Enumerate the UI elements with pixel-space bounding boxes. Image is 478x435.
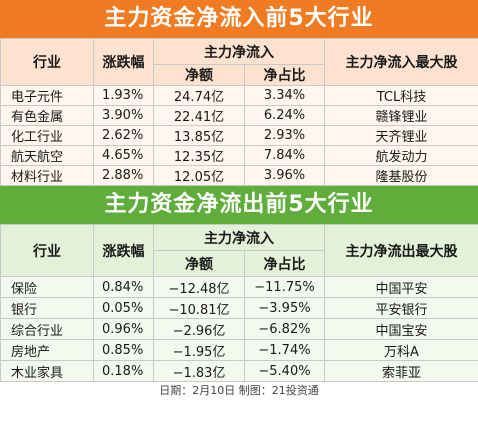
ratio-cell: −11.75% [244,276,325,298]
change-cell: 1.93% [93,85,154,106]
change-cell: 3.90% [93,105,154,126]
stock-cell: 隆基股份 [324,165,478,186]
ratio-cell: 3.96% [244,165,325,186]
amount-cell: −2.96亿 [153,318,245,340]
change-cell: 0.84% [93,276,154,298]
table-row: 综合行业 0.96% −2.96亿 −6.82% 中国宝安 [0,318,478,340]
amount-cell: 22.41亿 [153,105,245,126]
industry-cell: 房地产 [0,339,94,361]
stock-cell: TCL科技 [324,85,478,106]
header-top-stock: 主力净流出最大股 [324,224,478,277]
header-change: 涨跌幅 [93,224,154,277]
stock-cell: 天齐锂业 [324,125,478,146]
outflow-title: 主力资金净流出前5大行业 [0,186,478,224]
header-industry: 行业 [0,224,94,277]
header-net-ratio: 净占比 [244,250,325,277]
header-net-amount: 净额 [153,64,245,86]
change-cell: 0.18% [93,360,154,382]
table-row: 材料行业 2.88% 12.05亿 3.96% 隆基股份 [0,165,478,186]
amount-cell: −10.81亿 [153,297,245,319]
industry-cell: 电子元件 [0,85,94,106]
industry-cell: 银行 [0,297,94,319]
table-row: 保险 0.84% −12.48亿 −11.75% 中国平安 [0,276,478,298]
change-cell: 2.88% [93,165,154,186]
table-row: 银行 0.05% −10.81亿 −3.95% 平安银行 [0,297,478,319]
change-cell: 0.85% [93,339,154,361]
change-cell: 0.96% [93,318,154,340]
amount-cell: −12.48亿 [153,276,245,298]
header-net-ratio: 净占比 [244,64,325,86]
amount-cell: 24.74亿 [153,85,245,106]
table-row: 航天航空 4.65% 12.35亿 7.84% 航发动力 [0,145,478,166]
stock-cell: 中国平安 [324,276,478,298]
amount-cell: −1.83亿 [153,360,245,382]
ratio-cell: −6.82% [244,318,325,340]
table-row: 木业家具 0.18% −1.83亿 −5.40% 索菲亚 [0,360,478,382]
amount-cell: −1.95亿 [153,339,245,361]
table-row: 房地产 0.85% −1.95亿 −1.74% 万科A [0,339,478,361]
stock-cell: 航发动力 [324,145,478,166]
ratio-cell: 2.93% [244,125,325,146]
industry-cell: 航天航空 [0,145,94,166]
amount-cell: 13.85亿 [153,125,245,146]
inflow-title: 主力资金净流入前5大行业 [0,0,478,38]
change-cell: 0.05% [93,297,154,319]
inflow-table: 行业 涨跌幅 主力净流入 主力净流入最大股 净额 净占比 电子元件 1.93% … [0,38,478,186]
table-row: 化工行业 2.62% 13.85亿 2.93% 天齐锂业 [0,125,478,146]
header-change: 涨跌幅 [93,38,154,86]
stock-cell: 索菲亚 [324,360,478,382]
outflow-table: 行业 涨跌幅 主力净流入 主力净流出最大股 净额 净占比 保险 0.84% −1… [0,224,478,382]
change-cell: 4.65% [93,145,154,166]
ratio-cell: −5.40% [244,360,325,382]
table-row: 有色金属 3.90% 22.41亿 6.24% 赣锋锂业 [0,105,478,126]
industry-cell: 综合行业 [0,318,94,340]
industry-cell: 有色金属 [0,105,94,126]
ratio-cell: 3.34% [244,85,325,106]
ratio-cell: −1.74% [244,339,325,361]
stock-cell: 中国宝安 [324,318,478,340]
stock-cell: 平安银行 [324,297,478,319]
industry-cell: 木业家具 [0,360,94,382]
ratio-cell: 6.24% [244,105,325,126]
table-row: 电子元件 1.93% 24.74亿 3.34% TCL科技 [0,85,478,106]
ratio-cell: 7.84% [244,145,325,166]
header-industry: 行业 [0,38,94,86]
industry-cell: 保险 [0,276,94,298]
amount-cell: 12.05亿 [153,165,245,186]
footer-credit: 日期：2月10日 制图：21投资通 [0,382,478,400]
stock-cell: 万科A [324,339,478,361]
amount-cell: 12.35亿 [153,145,245,166]
header-net-flow: 主力净流入 [153,38,325,65]
industry-cell: 材料行业 [0,165,94,186]
change-cell: 2.62% [93,125,154,146]
header-net-amount: 净额 [153,250,245,277]
ratio-cell: −3.95% [244,297,325,319]
header-net-flow: 主力净流入 [153,224,325,251]
industry-cell: 化工行业 [0,125,94,146]
stock-cell: 赣锋锂业 [324,105,478,126]
header-top-stock: 主力净流入最大股 [324,38,478,86]
